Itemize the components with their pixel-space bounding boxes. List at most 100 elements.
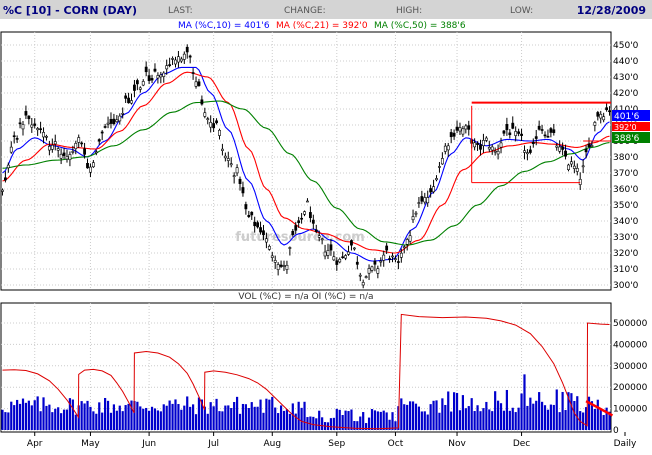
ma21-line bbox=[2, 71, 610, 254]
volume-bar bbox=[224, 405, 227, 430]
volume-bar bbox=[447, 391, 450, 430]
price-bar-body bbox=[370, 266, 374, 271]
volume-bar bbox=[109, 412, 113, 430]
x-tick-label: May bbox=[81, 439, 100, 449]
price-bar-body bbox=[599, 113, 603, 119]
volume-bar bbox=[279, 405, 283, 430]
volume-bar bbox=[403, 404, 406, 430]
chart-date: 12/28/2009 bbox=[577, 4, 646, 17]
price-bar-body bbox=[549, 128, 553, 133]
price-bar-body bbox=[399, 252, 403, 258]
price-bar-body bbox=[191, 72, 195, 74]
volume-bar bbox=[65, 409, 69, 430]
price-bar-body bbox=[311, 219, 315, 224]
volume-bar bbox=[353, 421, 356, 430]
volume-bar bbox=[277, 413, 280, 430]
volume-bar bbox=[189, 406, 192, 430]
price-tick-label: 330'0 bbox=[613, 233, 639, 243]
volume-bar bbox=[150, 406, 154, 430]
volume-bar bbox=[535, 400, 538, 430]
price-bar-body bbox=[575, 168, 579, 172]
volume-bar bbox=[391, 412, 394, 430]
volume-bar bbox=[191, 404, 195, 430]
volume-bar bbox=[54, 408, 57, 430]
price-bar-body bbox=[39, 128, 42, 130]
price-bar-body bbox=[546, 135, 550, 138]
price-bar-body bbox=[232, 175, 236, 178]
volume-bar bbox=[13, 405, 16, 430]
volume-bar bbox=[520, 393, 523, 430]
price-bar-body bbox=[259, 227, 262, 233]
x-tick-label: Dec bbox=[513, 439, 530, 449]
volume-bar bbox=[453, 392, 456, 430]
price-bar-body bbox=[499, 142, 503, 148]
price-bar-body bbox=[396, 261, 400, 263]
x-tick-label: Aug bbox=[263, 439, 281, 449]
price-bar-body bbox=[18, 122, 22, 125]
volume-bar bbox=[505, 389, 508, 430]
price-bar-body bbox=[558, 146, 562, 152]
volume-bar bbox=[546, 409, 550, 430]
volume-header: VOL (%C) = n/a OI (%C) = n/a bbox=[238, 292, 373, 302]
volume-bar bbox=[177, 404, 180, 430]
price-bar-body bbox=[36, 128, 40, 131]
volume-bar bbox=[247, 408, 250, 430]
volume-bar bbox=[473, 411, 476, 430]
price-bar-body bbox=[382, 254, 386, 261]
volume-bar bbox=[540, 401, 544, 430]
price-bar-body bbox=[587, 143, 591, 148]
volume-bar bbox=[590, 401, 594, 430]
volume-bar bbox=[576, 396, 579, 430]
price-tick-label: 300'0 bbox=[613, 281, 639, 291]
volume-bar bbox=[464, 408, 467, 430]
volume-bar bbox=[51, 412, 54, 430]
volume-bar bbox=[262, 412, 265, 430]
price-bar-body bbox=[179, 58, 183, 62]
volume-bar bbox=[130, 400, 133, 430]
volume-bar bbox=[10, 401, 13, 430]
volume-bar bbox=[485, 401, 488, 430]
price-bar-body bbox=[528, 149, 532, 153]
price-bar-body bbox=[30, 124, 34, 128]
price-bar-body bbox=[335, 260, 339, 265]
high-label: HIGH: bbox=[396, 6, 422, 16]
price-bar-body bbox=[276, 264, 280, 270]
volume-bar bbox=[502, 410, 506, 430]
volume-bar bbox=[159, 411, 162, 430]
price-bar-body bbox=[344, 255, 347, 259]
volume-bar bbox=[74, 414, 77, 430]
volume-bar bbox=[16, 399, 19, 430]
volume-bar bbox=[555, 389, 558, 430]
price-bar-body bbox=[218, 129, 221, 136]
price-bar-body bbox=[388, 258, 391, 260]
volume-bar bbox=[491, 411, 494, 430]
volume-bar bbox=[194, 414, 198, 430]
volume-bar bbox=[30, 405, 33, 430]
price-bar-body bbox=[3, 177, 7, 181]
volume-bar bbox=[18, 403, 22, 430]
price-bar-body bbox=[80, 142, 84, 145]
volume-bar bbox=[27, 400, 30, 430]
price-bar-body bbox=[273, 260, 277, 263]
price-bar-body bbox=[127, 97, 130, 104]
price-bar-body bbox=[508, 132, 512, 136]
price-bar-body bbox=[21, 124, 25, 130]
volume-bar bbox=[142, 408, 145, 430]
price-bar-body bbox=[100, 131, 104, 134]
ma10-badge: 401'6 bbox=[612, 110, 650, 122]
price-bar-body bbox=[68, 154, 72, 160]
price-bar-body bbox=[124, 95, 128, 99]
volume-bar bbox=[145, 407, 148, 430]
price-y-axis: 450'0440'0430'0420'0410'0400'0390'0380'0… bbox=[613, 41, 639, 291]
volume-bar bbox=[511, 407, 514, 430]
price-bar-body bbox=[417, 202, 421, 204]
volume-bar bbox=[508, 410, 511, 430]
price-bar-body bbox=[306, 200, 309, 203]
volume-bar bbox=[212, 406, 215, 430]
volume-bar bbox=[62, 409, 66, 430]
volume-bar bbox=[476, 405, 479, 430]
x-axis: Apr May Jun Jul Aug Sep Oct Nov Dec Daily bbox=[27, 432, 637, 449]
price-bar-body bbox=[235, 167, 239, 174]
price-bar-body bbox=[484, 137, 488, 141]
